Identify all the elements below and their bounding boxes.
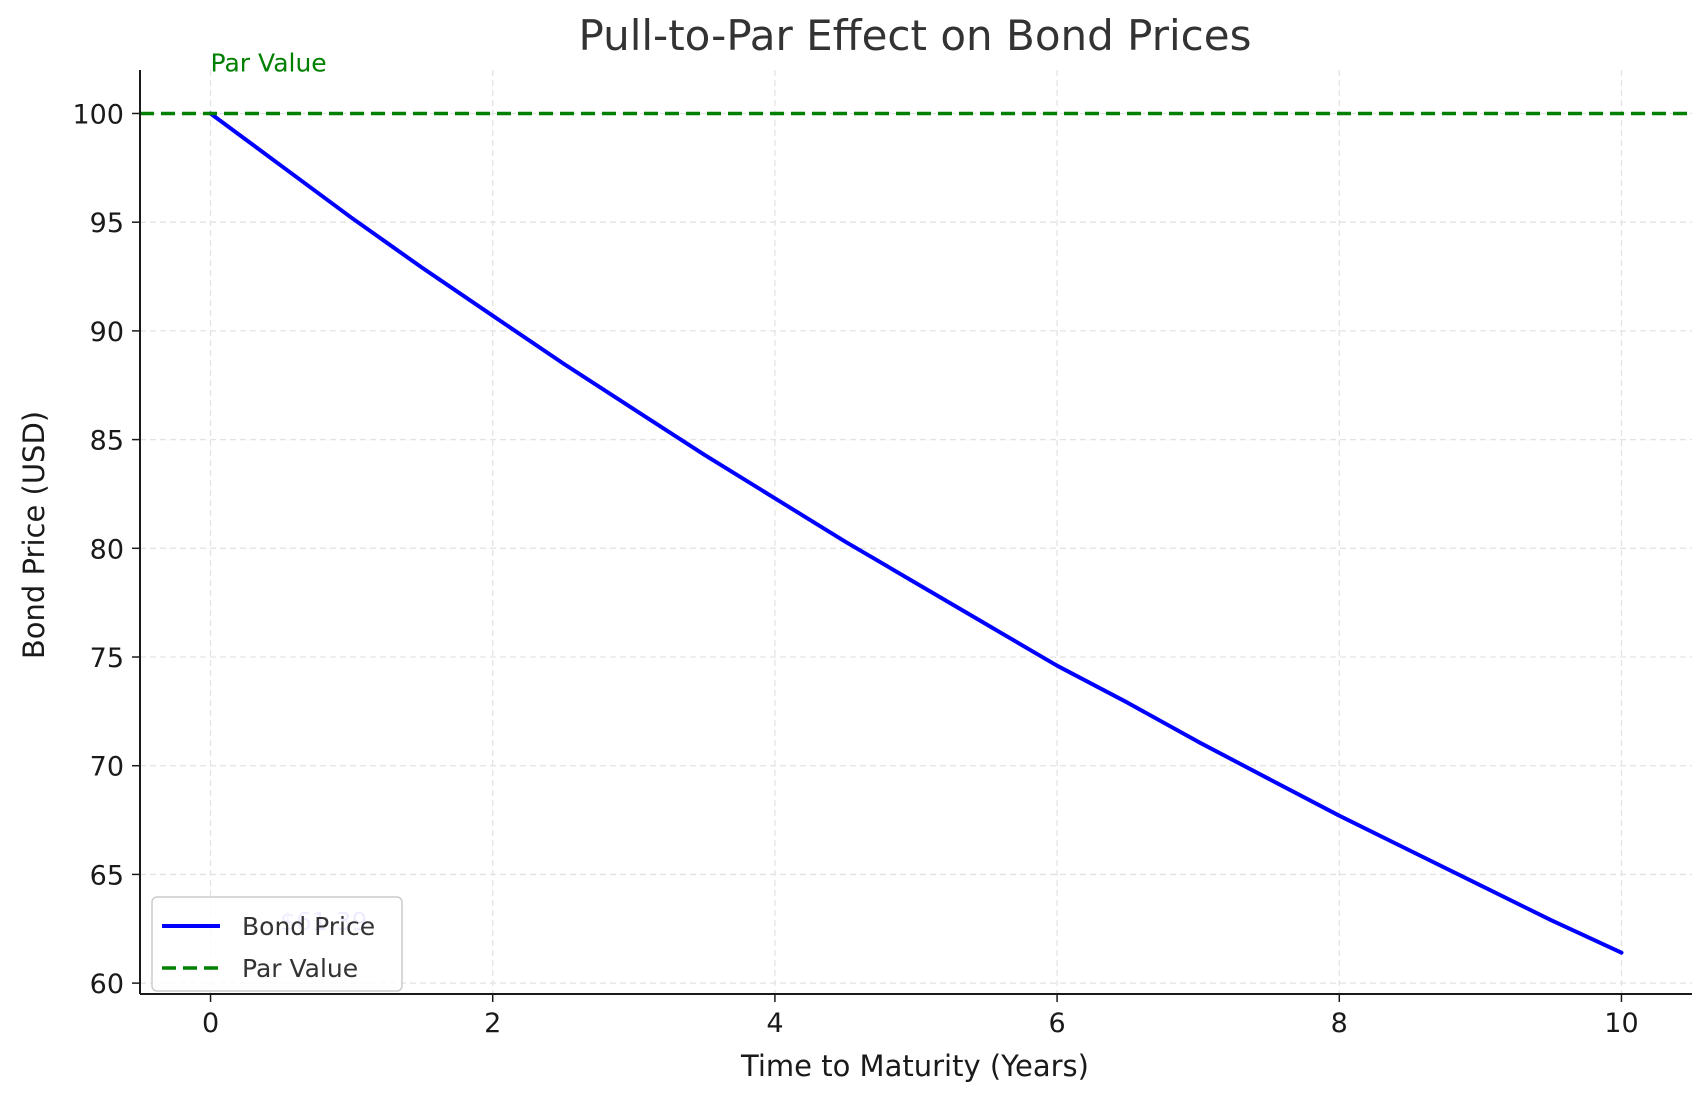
y-tick-label: 75 — [90, 643, 124, 674]
x-tick-label: 2 — [484, 1008, 501, 1039]
ticks: 0 2 4 6 8 10 60 65 70 75 80 85 90 95 100 — [72, 99, 1638, 1039]
par-value-annotation: Par Value — [211, 48, 327, 77]
annotations: Par Value$61.39 — [211, 48, 368, 936]
legend-label: Bond Price — [242, 912, 375, 941]
y-tick-label: 70 — [90, 752, 124, 783]
series-layer — [140, 111, 1692, 955]
y-tick-label: 85 — [90, 426, 124, 457]
legend-label: Par Value — [242, 954, 358, 983]
x-axis-label: Time to Maturity (Years) — [740, 1049, 1089, 1083]
y-axis-label: Bond Price (USD) — [17, 411, 51, 659]
y-tick-label: 60 — [90, 969, 124, 1000]
y-tick-label: 100 — [72, 99, 124, 130]
x-tick-label: 0 — [202, 1008, 219, 1039]
y-tick-label: 80 — [90, 534, 124, 565]
legend: Bond Price Par Value — [151, 896, 403, 992]
grid — [140, 70, 1692, 994]
bond-price-line — [208, 111, 1624, 955]
x-tick-label: 6 — [1048, 1008, 1065, 1039]
axes — [139, 70, 1692, 995]
chart-title: Pull-to-Par Effect on Bond Prices — [579, 11, 1252, 60]
x-tick-label: 4 — [766, 1008, 783, 1039]
y-tick-label: 95 — [90, 208, 124, 239]
y-tick-label: 90 — [90, 317, 124, 348]
x-tick-label: 10 — [1604, 1008, 1638, 1039]
x-tick-label: 8 — [1331, 1008, 1348, 1039]
y-tick-label: 65 — [90, 860, 124, 891]
